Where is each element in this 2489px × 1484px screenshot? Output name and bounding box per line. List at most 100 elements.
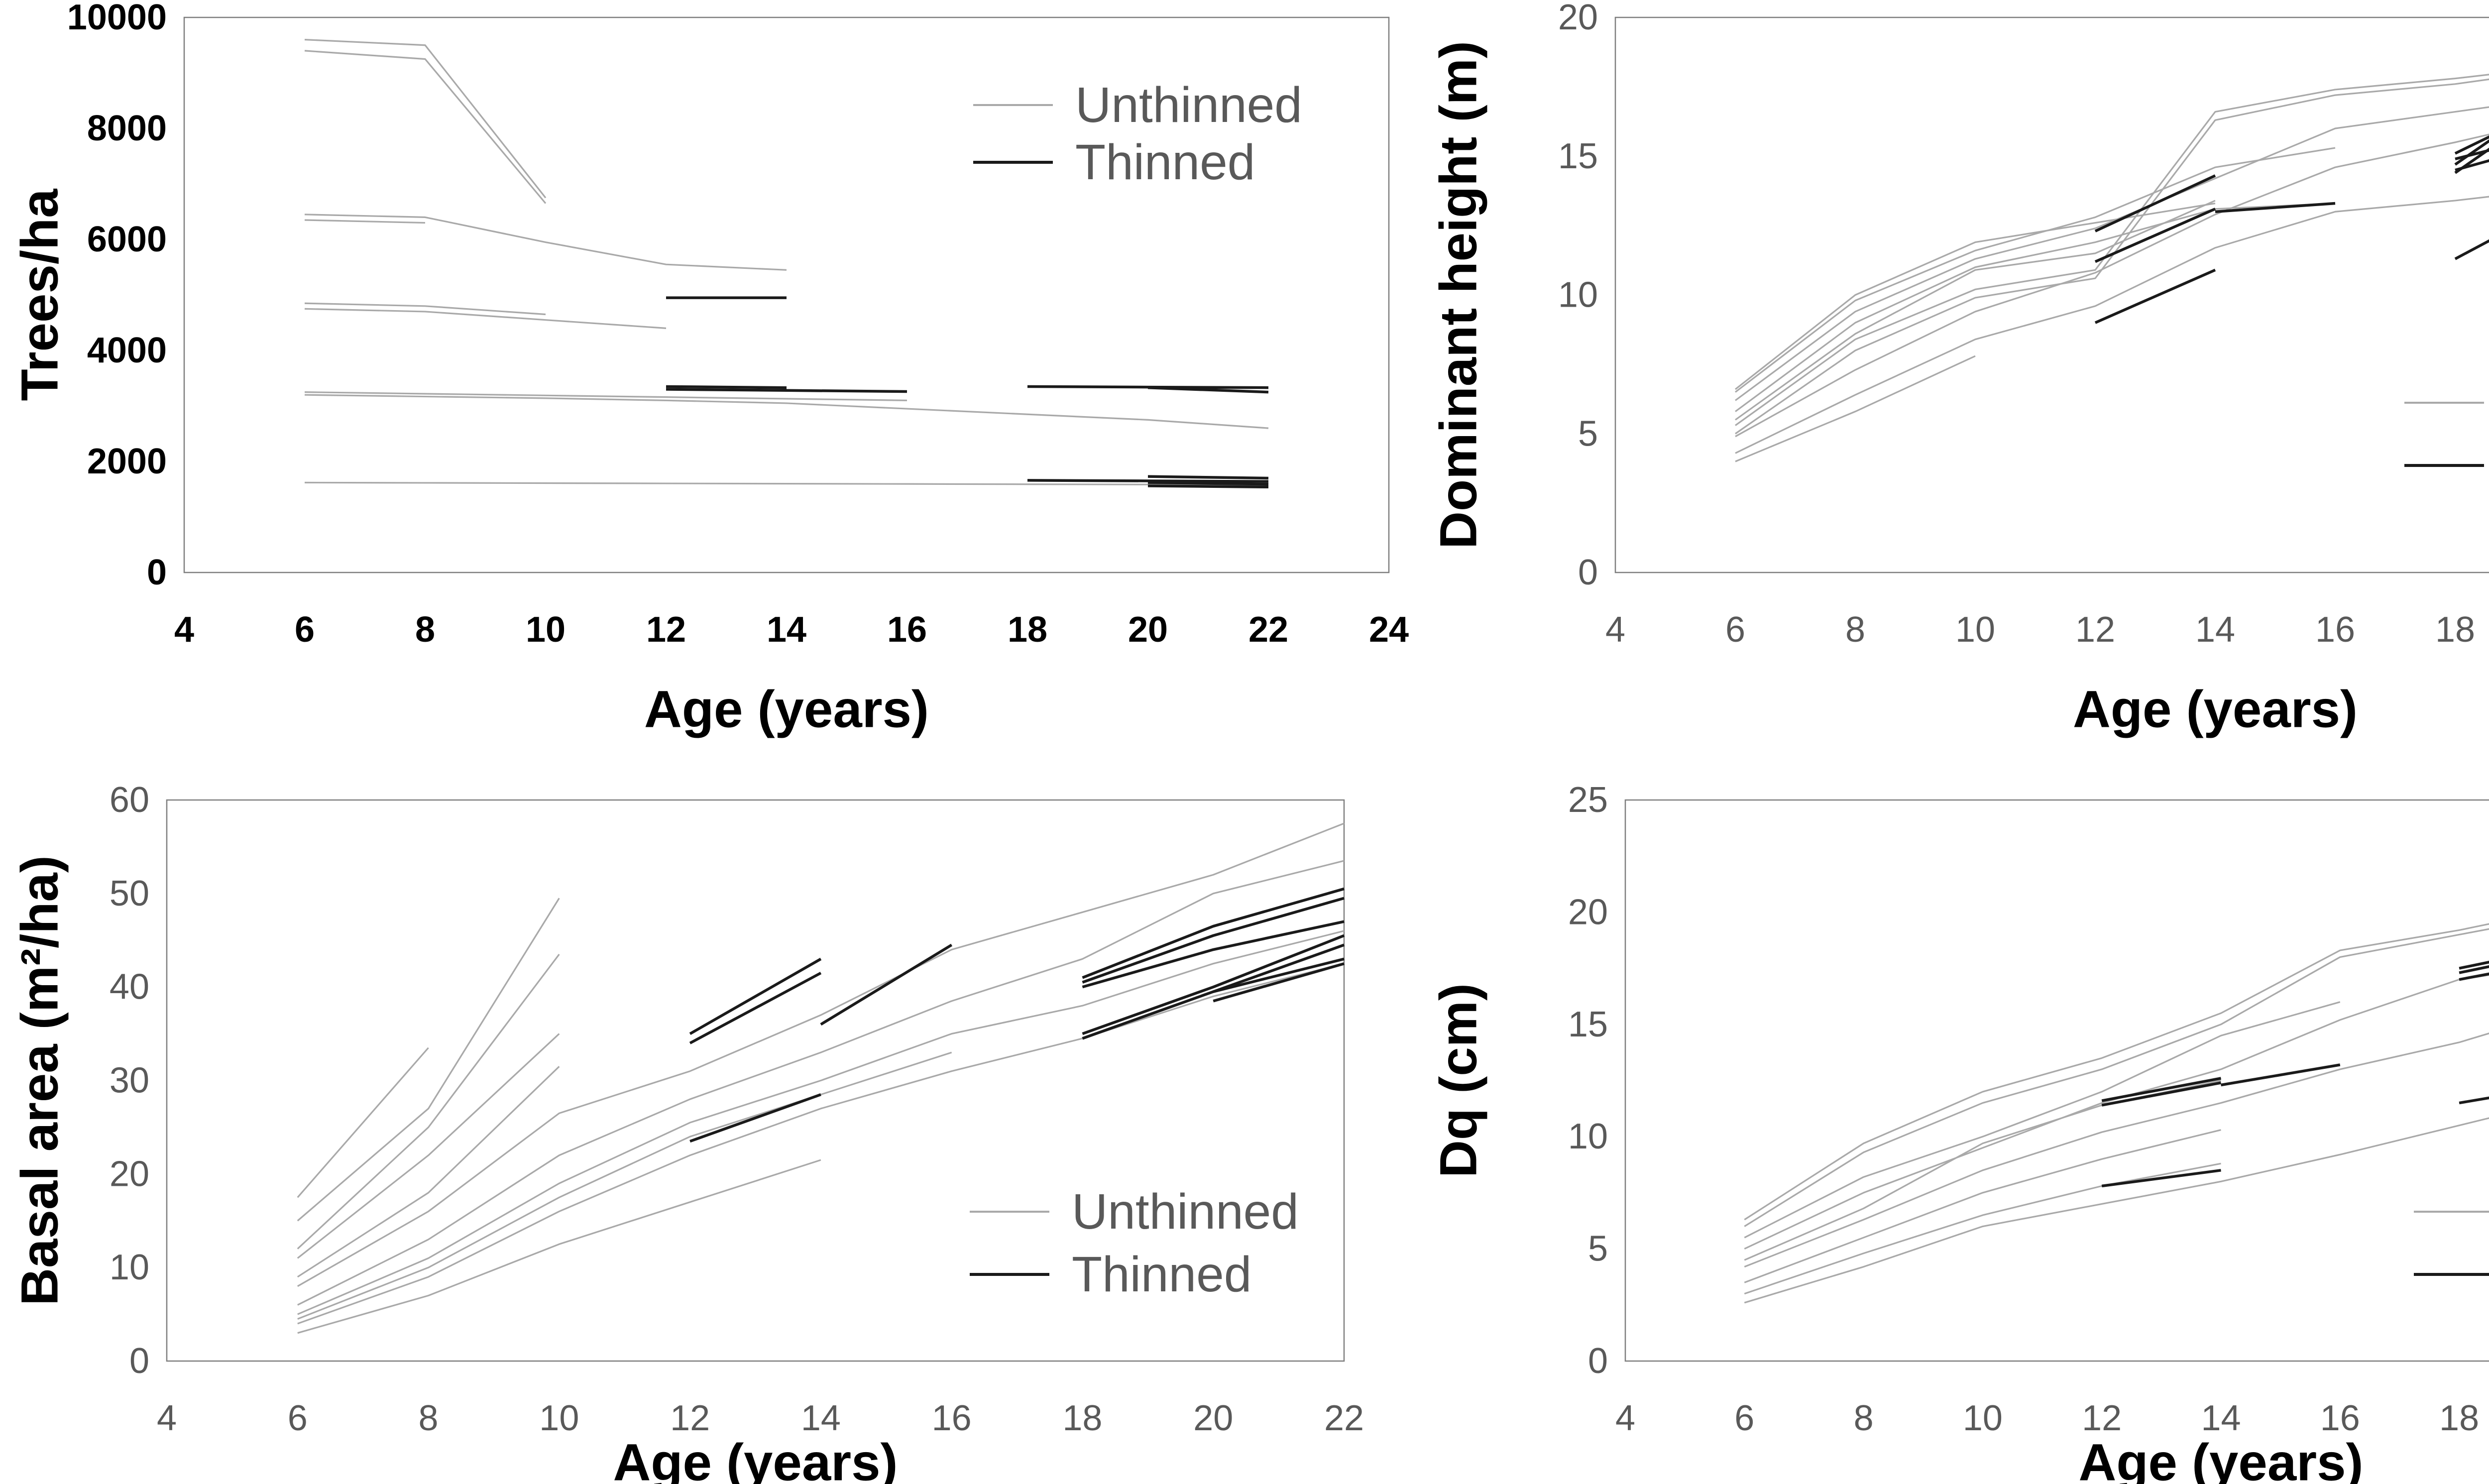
dominant-height-y-tick-label: 0 xyxy=(1578,553,1598,592)
trees-per-ha-series-T5 xyxy=(1147,386,1269,394)
trees-per-ha-y-tick-label: 0 xyxy=(147,553,167,592)
basal-area-x-tick-label: 8 xyxy=(419,1398,439,1438)
trees-per-ha-x-tick-label: 8 xyxy=(415,610,435,650)
trees-per-ha-x-tick-label: 4 xyxy=(174,610,194,650)
dominant-height-series-U1 xyxy=(1735,78,2489,435)
trees-per-ha-series-T3 xyxy=(666,388,907,393)
trees-per-ha-series-U1 xyxy=(304,39,547,199)
basal-area-y-tick-label: 0 xyxy=(129,1341,149,1381)
dominant-height-series-T7 xyxy=(2455,149,2489,160)
dq-y-axis-title: Dq (cm) xyxy=(1430,983,1488,1178)
dq-y-tick-label: 20 xyxy=(1568,892,1608,932)
basal-area-x-tick-label: 14 xyxy=(801,1398,841,1438)
dominant-height-y-tick-label: 20 xyxy=(1558,0,1598,37)
dq-x-tick-label: 16 xyxy=(2320,1398,2360,1438)
dominant-height-x-axis-title: Age (years) xyxy=(2073,681,2358,739)
trees-per-ha-series-T9 xyxy=(1147,484,1269,489)
dominant-height-series-U8 xyxy=(1735,355,1976,462)
basal-area-series-U5 xyxy=(297,1066,560,1278)
basal-area-series-U9 xyxy=(297,963,1345,1325)
basal-area-plot-border xyxy=(166,799,1345,1362)
panel-basal-area: 0 10 20 30 40 50 60 4 6 8 10 12 14 16 18 20 22 Age (years… xyxy=(0,742,1419,1484)
basal-area-y-tick-label: 50 xyxy=(110,874,149,913)
dq-series-T10 xyxy=(2459,1096,2489,1105)
basal-area-series-U1 xyxy=(297,1047,429,1198)
dq-series-U9 xyxy=(1744,1117,2489,1304)
dominant-height-series-U4 xyxy=(1735,106,2489,401)
trees-per-ha-plot-border xyxy=(183,16,1390,573)
dominant-height-x-tick-label: 10 xyxy=(1955,610,1995,650)
basal-area-series-T10 xyxy=(1213,943,1345,993)
dominant-height-y-tick-label: 10 xyxy=(1558,275,1598,315)
dominant-height-x-tick-label: 8 xyxy=(1845,610,1865,650)
basal-area-y-tick-label: 60 xyxy=(110,780,149,820)
dq-x-tick-label: 6 xyxy=(1734,1398,1754,1438)
basal-area-series-T9 xyxy=(1082,957,1345,1040)
panel-dominant-height: 051015204681012141618202224Age (years)Do… xyxy=(1419,0,2489,742)
dominant-height-series-T4 xyxy=(2215,202,2336,213)
trees-per-ha-series-T6 xyxy=(1027,479,1269,483)
basal-area-series-T7 xyxy=(1082,920,1345,989)
dominant-height-y-tick-label: 5 xyxy=(1578,414,1598,454)
dominant-height-x-tick-label: 14 xyxy=(2195,610,2235,650)
basal-area-series-T11 xyxy=(1213,962,1345,1003)
panel-trees-per-ha: 0 2000 4000 6000 8000 10000 4 6 8 10 12 14 16 18 20 22 2… xyxy=(0,0,1419,742)
basal-area-x-tick-label: 20 xyxy=(1193,1398,1233,1438)
basal-area-y-axis-title: Basal area (m²/ha) xyxy=(11,855,69,1306)
basal-area-series-U8 xyxy=(297,930,1345,1315)
basal-area-series-U6 xyxy=(297,822,1345,1287)
trees-per-ha-series-T2 xyxy=(666,385,787,389)
dominant-height-series-U7 xyxy=(1735,196,2489,454)
dominant-height-series-T3 xyxy=(2094,174,2216,232)
basal-area-y-tick-label: 10 xyxy=(110,1248,149,1287)
basal-area-series-T5 xyxy=(1082,887,1345,979)
dominant-height-series-U10 xyxy=(1735,202,2216,390)
dq-y-tick-label: 5 xyxy=(1588,1229,1608,1269)
dq-x-tick-label: 4 xyxy=(1615,1398,1635,1438)
dominant-height-x-tick-label: 12 xyxy=(2075,610,2115,650)
basal-area-y-tick-label: 40 xyxy=(110,967,149,1007)
dominant-height-series-T1 xyxy=(2094,268,2216,324)
trees-per-ha-y-axis-title: Trees/ha xyxy=(11,188,69,401)
basal-area-series-U10 xyxy=(297,1159,821,1334)
dominant-height-series-U3 xyxy=(1735,147,2336,393)
dominant-height-chart: 051015204681012141618202224Age (years)Do… xyxy=(1430,0,2489,739)
basal-area-x-tick-label: 22 xyxy=(1324,1398,1364,1438)
legend-label-thinned: Thinned xyxy=(1075,134,1255,190)
basal-area-x-tick-label: 6 xyxy=(288,1398,308,1438)
dq-y-tick-label: 25 xyxy=(1568,780,1608,820)
dq-series-U2 xyxy=(1744,928,2489,1227)
basal-area-x-tick-label: 12 xyxy=(670,1398,710,1438)
basal-area-y-tick-label: 20 xyxy=(110,1154,149,1194)
dominant-height-x-tick-label: 18 xyxy=(2435,610,2475,650)
trees-per-ha-x-tick-label: 6 xyxy=(295,610,315,650)
trees-per-ha-y-tick-label: 10000 xyxy=(67,0,167,37)
trees-per-ha-y-tick-label: 8000 xyxy=(87,109,167,148)
dq-series-T4 xyxy=(2221,1063,2341,1087)
trees-per-ha-series-U6 xyxy=(304,308,667,329)
trees-per-ha-y-tick-label: 4000 xyxy=(87,331,167,370)
dq-x-tick-label: 10 xyxy=(1963,1398,2003,1438)
dq-series-U8 xyxy=(1744,1162,2221,1295)
trees-per-ha-x-tick-label: 20 xyxy=(1128,610,1168,650)
dq-y-tick-label: 10 xyxy=(1568,1117,1608,1156)
basal-area-series-T4 xyxy=(820,943,953,1026)
trees-per-ha-x-tick-label: 24 xyxy=(1369,610,1409,650)
trees-per-ha-x-tick-label: 10 xyxy=(526,610,566,650)
basal-area-x-tick-label: 16 xyxy=(932,1398,972,1438)
dq-x-tick-label: 18 xyxy=(2439,1398,2479,1438)
dominant-height-series-T10 xyxy=(2454,239,2489,260)
dominant-height-series-T2 xyxy=(2094,208,2216,263)
dq-y-tick-label: 0 xyxy=(1588,1341,1608,1381)
dq-x-tick-label: 14 xyxy=(2201,1398,2241,1438)
trees-per-ha-y-tick-label: 6000 xyxy=(87,220,167,259)
trees-per-ha-x-tick-label: 18 xyxy=(1008,610,1047,650)
dominant-height-series-U9 xyxy=(1735,200,2216,421)
dominant-height-series-U5 xyxy=(1735,202,2336,412)
dq-x-axis-title: Age (years) xyxy=(2079,1434,2364,1484)
basal-area-series-T3 xyxy=(689,1093,821,1143)
basal-area-x-tick-label: 4 xyxy=(157,1398,177,1438)
dq-series-U4 xyxy=(1744,974,2489,1250)
trees-per-ha-series-T8 xyxy=(1147,481,1269,486)
panel-dq: 05101520254681012141618202224Age (years)… xyxy=(1419,742,2489,1484)
